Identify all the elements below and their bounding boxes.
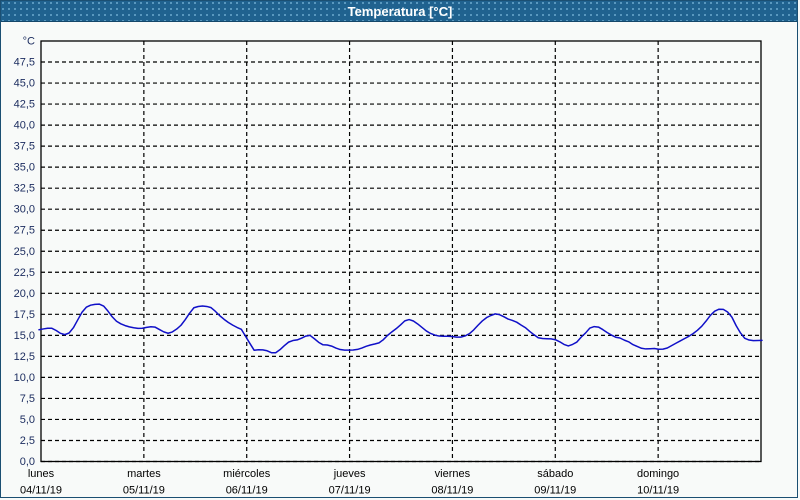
svg-text:sábado: sábado <box>537 468 573 480</box>
svg-text:17,5: 17,5 <box>14 309 35 321</box>
svg-text:30,0: 30,0 <box>14 204 35 216</box>
svg-text:05/11/19: 05/11/19 <box>123 485 165 497</box>
svg-text:27,5: 27,5 <box>14 225 35 237</box>
svg-text:04/11/19: 04/11/19 <box>20 485 62 497</box>
svg-text:martes: martes <box>127 468 161 480</box>
svg-text:domingo: domingo <box>637 468 679 480</box>
svg-text:10,0: 10,0 <box>14 372 35 384</box>
svg-text:42,5: 42,5 <box>14 99 35 111</box>
svg-text:10/11/19: 10/11/19 <box>637 485 679 497</box>
svg-text:15,0: 15,0 <box>14 330 35 342</box>
svg-text:jueves: jueves <box>333 468 366 480</box>
svg-text:06/11/19: 06/11/19 <box>226 485 268 497</box>
svg-text:37,5: 37,5 <box>14 141 35 153</box>
svg-text:5,0: 5,0 <box>20 414 35 426</box>
svg-text:40,0: 40,0 <box>14 120 35 132</box>
svg-text:7,5: 7,5 <box>20 393 35 405</box>
svg-text:miércoles: miércoles <box>223 468 271 480</box>
svg-text:35,0: 35,0 <box>14 162 35 174</box>
svg-text:12,5: 12,5 <box>14 351 35 363</box>
svg-text:25,0: 25,0 <box>14 246 35 258</box>
svg-text:32,5: 32,5 <box>14 183 35 195</box>
svg-text:47,5: 47,5 <box>14 57 35 69</box>
svg-text:2,5: 2,5 <box>20 435 35 447</box>
svg-text:08/11/19: 08/11/19 <box>431 485 473 497</box>
svg-text:20,0: 20,0 <box>14 288 35 300</box>
svg-text:°C: °C <box>23 36 35 48</box>
svg-text:45,0: 45,0 <box>14 78 35 90</box>
svg-text:0,0: 0,0 <box>20 456 35 468</box>
svg-text:22,5: 22,5 <box>14 267 35 279</box>
svg-text:lunes: lunes <box>28 468 55 480</box>
svg-text:09/11/19: 09/11/19 <box>534 485 576 497</box>
svg-text:viernes: viernes <box>435 468 471 480</box>
svg-text:07/11/19: 07/11/19 <box>329 485 371 497</box>
